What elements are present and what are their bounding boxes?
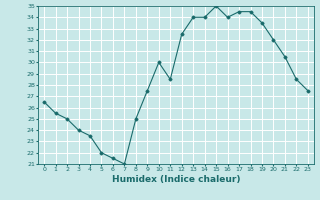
X-axis label: Humidex (Indice chaleur): Humidex (Indice chaleur) bbox=[112, 175, 240, 184]
